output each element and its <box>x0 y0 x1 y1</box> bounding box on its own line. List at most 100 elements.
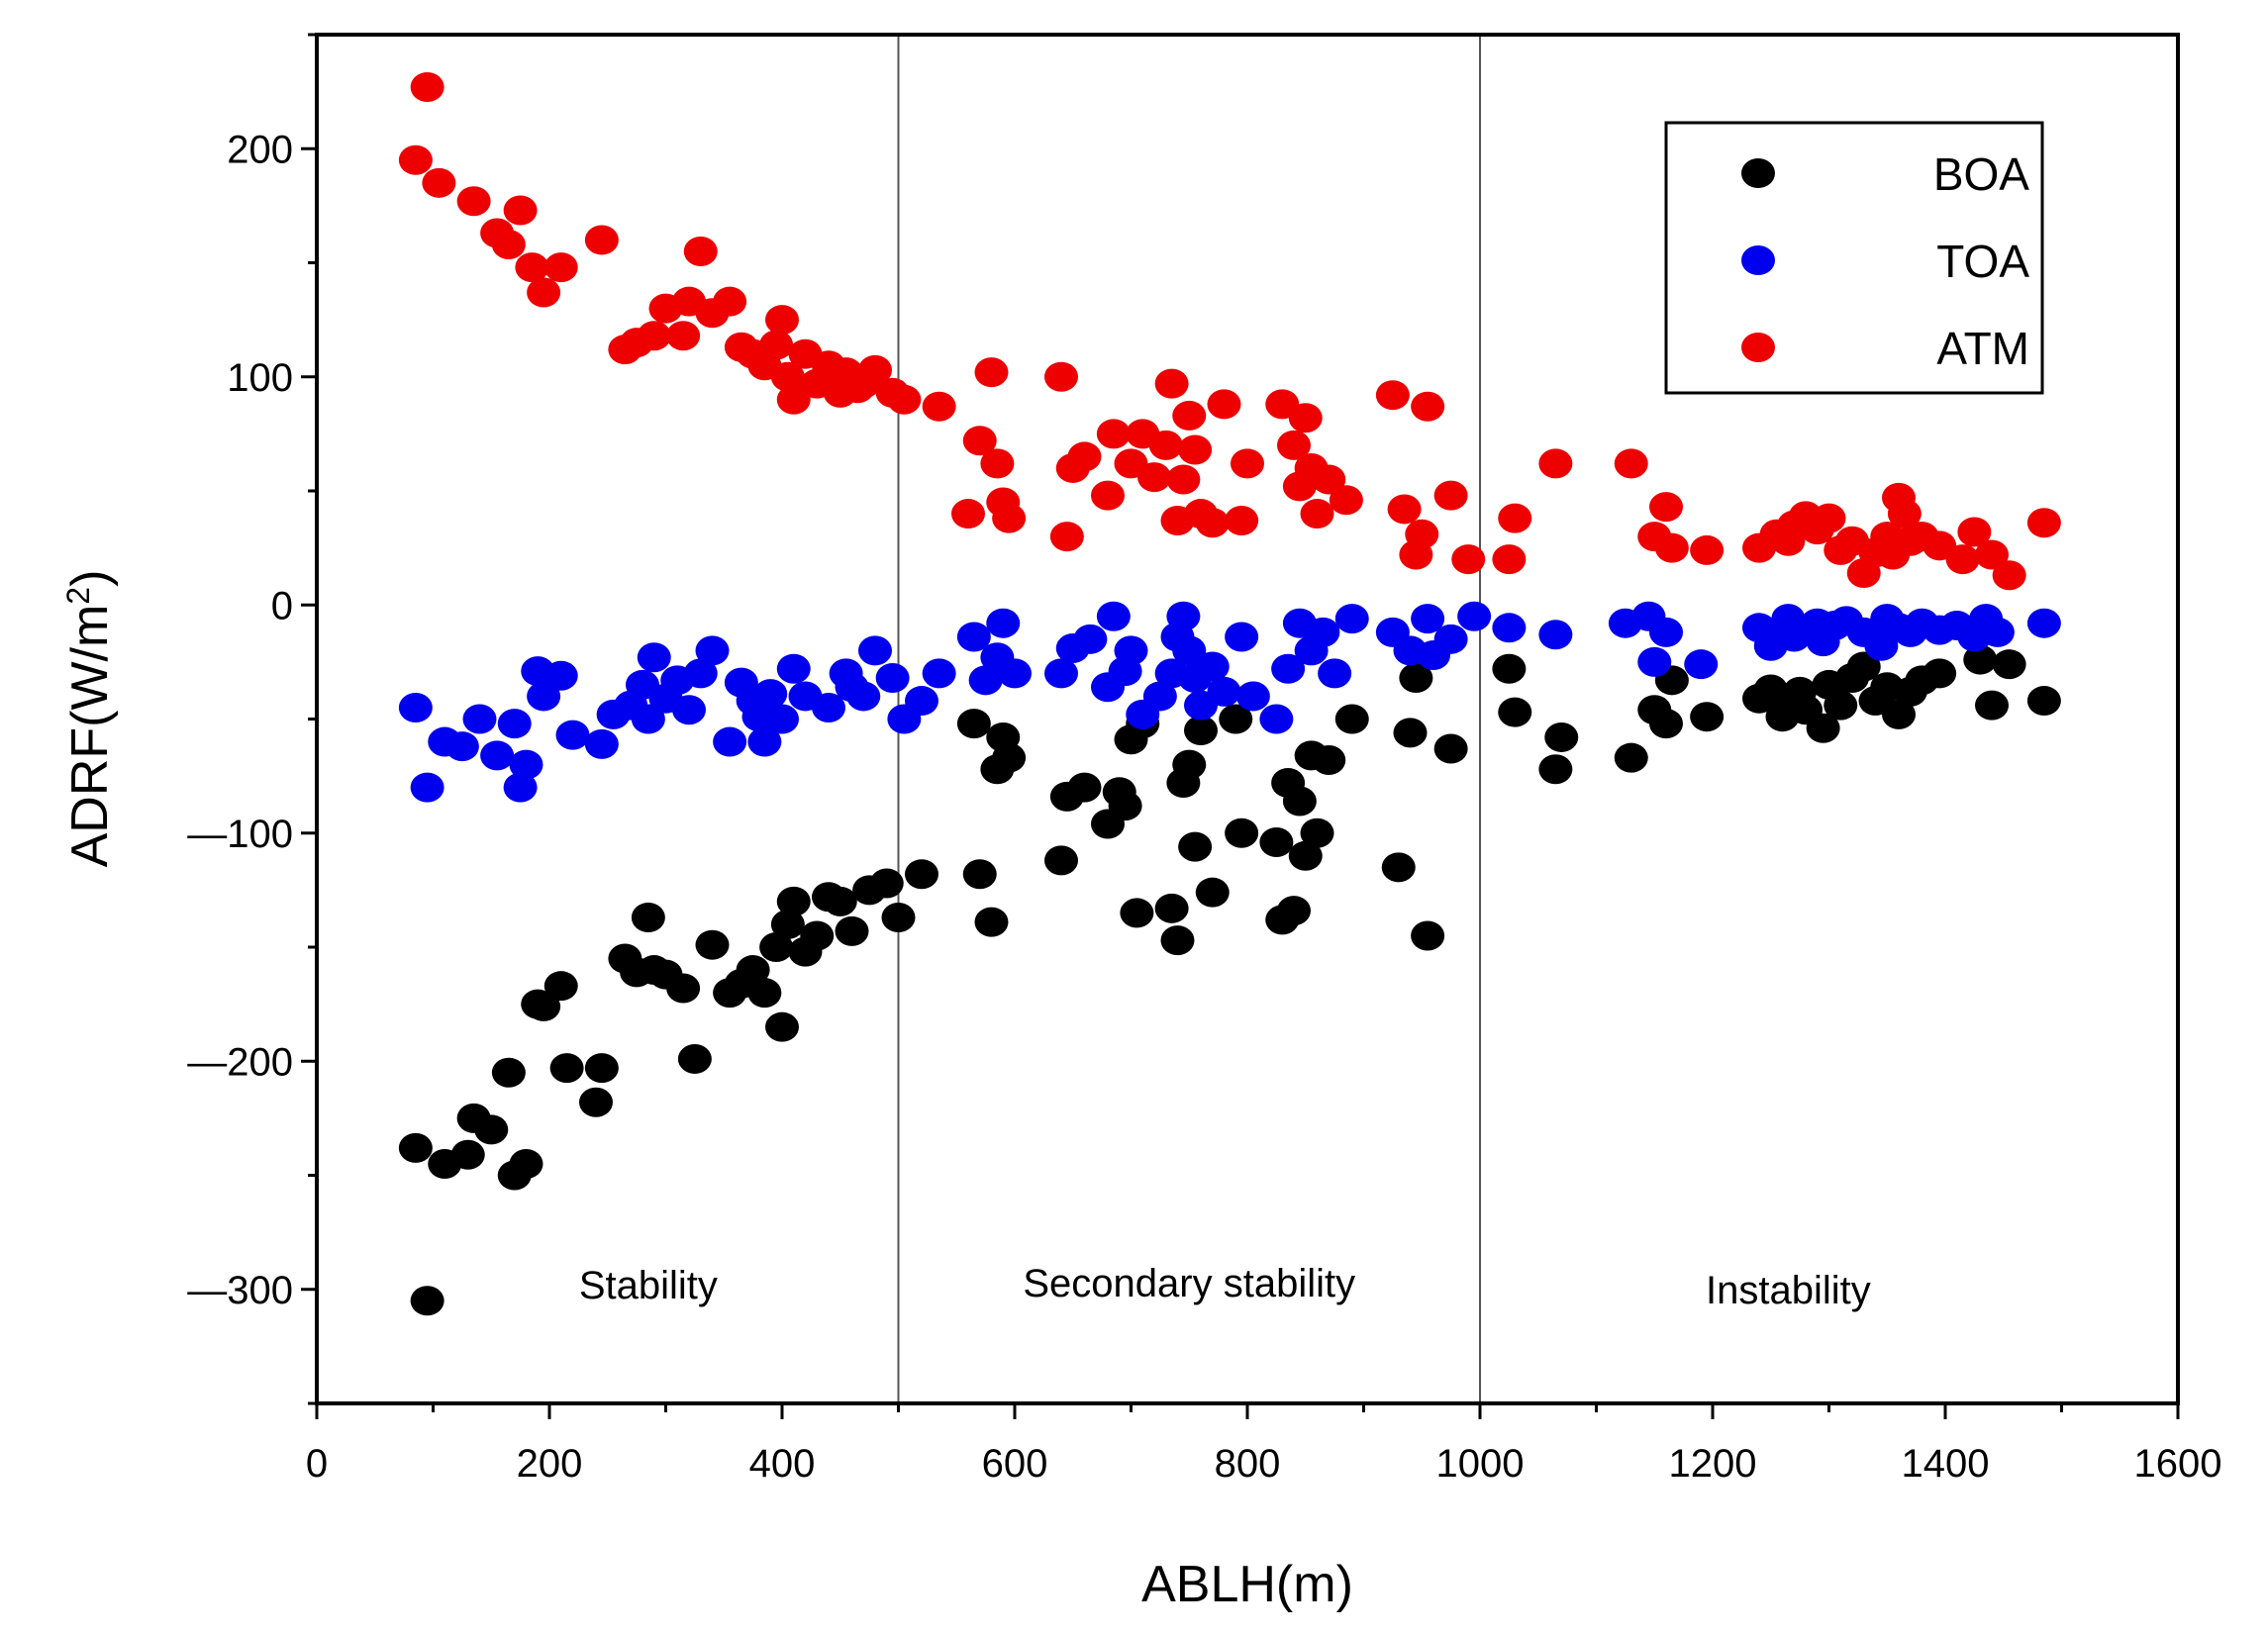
atm-point <box>584 225 619 255</box>
atm-point <box>1225 505 1259 535</box>
atm-point <box>398 144 433 175</box>
toa-point <box>637 642 671 673</box>
x-tick-label: 1400 <box>1902 1442 1990 1486</box>
atm-point <box>1492 544 1527 575</box>
region-label: Instability <box>1706 1269 1871 1312</box>
y-axis-title-close: ) <box>61 570 119 587</box>
boa-point <box>881 903 916 933</box>
boa-point <box>1067 772 1102 803</box>
y-tick-label: —200 <box>187 1040 293 1084</box>
boa-point <box>770 909 805 939</box>
toa-point <box>1318 658 1352 689</box>
boa-point <box>1178 831 1213 862</box>
atm-point <box>713 286 747 317</box>
atm-point <box>1172 400 1207 431</box>
atm-point <box>410 72 444 103</box>
atm-point <box>1300 499 1334 529</box>
atm-point <box>776 384 811 415</box>
atm-point <box>1312 464 1346 495</box>
toa-point <box>1684 649 1719 680</box>
atm-point <box>962 426 997 456</box>
boa-point <box>450 1139 485 1170</box>
toa-point <box>1980 617 2015 647</box>
boa-point <box>1393 718 1428 748</box>
atm-point <box>1154 368 1189 399</box>
toa-point <box>1637 646 1672 677</box>
legend-label-atm: ATM <box>1936 323 2029 374</box>
atm-point <box>1231 448 1264 479</box>
boa-point <box>1806 713 1840 743</box>
x-tick-label: 600 <box>982 1442 1048 1486</box>
atm-point <box>1945 544 1980 575</box>
boa-point <box>695 929 730 960</box>
x-tick-label: 800 <box>1215 1442 1281 1486</box>
boa-point <box>584 1053 619 1084</box>
toa-point <box>1334 604 1369 634</box>
toa-point <box>1172 635 1207 666</box>
series-atm <box>398 72 2061 591</box>
boa-point <box>1649 709 1683 739</box>
atm-point <box>765 305 799 336</box>
boa-point <box>962 859 997 890</box>
atm-point <box>456 186 491 217</box>
atm-point <box>1166 464 1201 495</box>
boa-point <box>800 920 835 951</box>
y-tick-labels: —300 —200 —100 0 100 200 <box>187 128 293 1312</box>
atm-point <box>491 230 526 260</box>
toa-point <box>1457 601 1492 631</box>
atm-point <box>1887 499 1922 529</box>
series-boa <box>398 644 2061 1316</box>
boa-point <box>1225 818 1259 848</box>
atm-point <box>1207 389 1241 420</box>
toa-point <box>922 658 956 689</box>
boa-point <box>1992 649 2026 680</box>
toa-point <box>503 772 538 803</box>
toa-point <box>462 704 497 734</box>
axis-ticks <box>301 33 2180 1419</box>
boa-point <box>1975 690 2009 721</box>
atm-point <box>951 499 985 529</box>
toa-point <box>1225 622 1259 652</box>
atm-point <box>1195 508 1230 538</box>
toa-point <box>1207 676 1241 707</box>
legend-label-toa: TOA <box>1936 236 2029 287</box>
boa-point <box>736 955 770 986</box>
boa-point <box>974 907 1009 937</box>
atm-point <box>1957 517 1992 547</box>
x-tick-labels: 0 200 400 600 800 1000 1200 1400 1600 <box>306 1442 2222 1486</box>
boa-point <box>1282 786 1317 817</box>
atm-point <box>1277 430 1311 460</box>
legend-items: BOA TOA ATM <box>1741 148 2029 374</box>
boa-point <box>747 978 782 1009</box>
x-tick-label: 1000 <box>1436 1442 1525 1486</box>
boa-point <box>823 886 857 916</box>
atm-point <box>1049 522 1084 552</box>
toa-point <box>695 635 730 666</box>
toa-point <box>555 720 590 750</box>
toa-point <box>398 692 433 722</box>
atm-point <box>922 391 956 422</box>
toa-point <box>1073 624 1108 654</box>
boa-point <box>1219 704 1253 734</box>
toa-point <box>998 658 1032 689</box>
toa-point <box>1114 635 1148 666</box>
toa-point <box>905 686 938 717</box>
boa-point <box>1160 925 1195 956</box>
toa-point <box>2026 608 2061 638</box>
boa-point <box>1381 852 1416 883</box>
boa-point <box>1334 704 1369 734</box>
x-axis-title: ABLH(m) <box>1141 1556 1353 1613</box>
y-tick-label: —300 <box>187 1269 293 1312</box>
boa-point <box>869 868 904 899</box>
toa-point <box>753 679 788 710</box>
atm-point <box>858 354 892 385</box>
toa-point <box>1259 704 1294 734</box>
boa-point <box>1538 754 1573 785</box>
region-label: Stability <box>579 1264 718 1307</box>
toa-point <box>1538 620 1573 650</box>
boa-point <box>1300 818 1334 848</box>
toa-point <box>509 749 543 780</box>
toa-point <box>713 726 747 757</box>
atm-point <box>1498 503 1532 533</box>
